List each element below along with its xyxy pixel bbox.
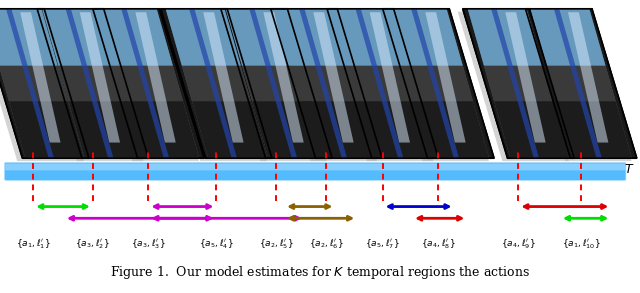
Polygon shape	[98, 9, 199, 157]
Polygon shape	[520, 12, 632, 161]
Polygon shape	[0, 9, 58, 66]
Polygon shape	[221, 9, 332, 158]
Polygon shape	[114, 66, 183, 101]
Polygon shape	[80, 12, 120, 142]
Polygon shape	[166, 9, 241, 66]
Polygon shape	[226, 9, 327, 157]
Polygon shape	[458, 12, 569, 161]
Text: $\{a_5, \ell^{\prime}_7\}$: $\{a_5, \ell^{\prime}_7\}$	[365, 237, 400, 251]
Text: $\{a_4, \ell^{\prime}_8\}$: $\{a_4, \ell^{\prime}_8\}$	[421, 237, 456, 251]
Text: $\{a_1, \ell^{\prime}_{10}\}$: $\{a_1, \ell^{\prime}_{10}\}$	[562, 237, 600, 251]
Polygon shape	[302, 101, 377, 157]
Polygon shape	[42, 9, 117, 66]
FancyBboxPatch shape	[4, 162, 626, 180]
Polygon shape	[314, 12, 354, 142]
Polygon shape	[332, 9, 407, 66]
Polygon shape	[98, 9, 173, 66]
Polygon shape	[327, 9, 438, 158]
Polygon shape	[9, 101, 84, 157]
Polygon shape	[156, 12, 267, 161]
Polygon shape	[468, 9, 569, 157]
Polygon shape	[66, 9, 113, 157]
Polygon shape	[20, 12, 61, 142]
Text: $\{a_3, \ell^{\prime}_2\}$: $\{a_3, \ell^{\prime}_2\}$	[76, 237, 110, 251]
Polygon shape	[494, 101, 569, 157]
Polygon shape	[136, 12, 176, 142]
Polygon shape	[166, 9, 267, 157]
Polygon shape	[252, 101, 327, 157]
Text: $\{a_4, \ell^{\prime}_9\}$: $\{a_4, \ell^{\prime}_9\}$	[501, 237, 536, 251]
Polygon shape	[276, 9, 377, 157]
Polygon shape	[124, 101, 199, 157]
Polygon shape	[292, 66, 361, 101]
Text: $\{a_2, \ell^{\prime}_5\}$: $\{a_2, \ell^{\prime}_5\}$	[259, 237, 294, 251]
Polygon shape	[0, 12, 84, 161]
Polygon shape	[322, 12, 433, 161]
Polygon shape	[122, 9, 169, 157]
Polygon shape	[468, 9, 543, 66]
Polygon shape	[0, 9, 84, 157]
Polygon shape	[264, 12, 304, 142]
Polygon shape	[182, 66, 251, 101]
Polygon shape	[356, 9, 403, 157]
Polygon shape	[531, 9, 605, 66]
Polygon shape	[568, 12, 609, 142]
Polygon shape	[531, 9, 632, 157]
Polygon shape	[525, 9, 637, 158]
Text: $\{a_3, \ell^{\prime}_3\}$: $\{a_3, \ell^{\prime}_3\}$	[131, 237, 166, 251]
Polygon shape	[370, 12, 410, 142]
Text: $\{a_2, \ell^{\prime}_6\}$: $\{a_2, \ell^{\prime}_6\}$	[309, 237, 344, 251]
Polygon shape	[426, 12, 466, 142]
Polygon shape	[58, 66, 127, 101]
Polygon shape	[492, 9, 539, 157]
Polygon shape	[547, 66, 616, 101]
Text: $\{a_1, \ell^{\prime}_1\}$: $\{a_1, \ell^{\prime}_1\}$	[16, 237, 51, 251]
Polygon shape	[378, 12, 489, 161]
Polygon shape	[300, 9, 347, 157]
Polygon shape	[68, 101, 143, 157]
Polygon shape	[189, 9, 237, 157]
Polygon shape	[250, 9, 297, 157]
Text: $T$: $T$	[624, 163, 634, 176]
Polygon shape	[6, 9, 54, 157]
Text: $\{a_5, \ell^{\prime}_4\}$: $\{a_5, \ell^{\prime}_4\}$	[199, 237, 234, 251]
Polygon shape	[484, 66, 553, 101]
Polygon shape	[271, 9, 382, 158]
Polygon shape	[192, 101, 267, 157]
Polygon shape	[463, 9, 574, 158]
Polygon shape	[388, 9, 463, 66]
Polygon shape	[412, 9, 459, 157]
Polygon shape	[358, 101, 433, 157]
Polygon shape	[266, 12, 377, 161]
Polygon shape	[348, 66, 417, 101]
Polygon shape	[242, 66, 311, 101]
Polygon shape	[216, 12, 327, 161]
Polygon shape	[506, 12, 546, 142]
Polygon shape	[37, 9, 148, 158]
Polygon shape	[383, 9, 494, 158]
Polygon shape	[404, 66, 473, 101]
Polygon shape	[276, 9, 351, 66]
Polygon shape	[204, 12, 244, 142]
Polygon shape	[554, 9, 602, 157]
Polygon shape	[161, 9, 272, 158]
Polygon shape	[226, 9, 301, 66]
Polygon shape	[93, 9, 204, 158]
FancyBboxPatch shape	[5, 163, 625, 171]
Polygon shape	[0, 9, 89, 158]
Polygon shape	[88, 12, 199, 161]
Polygon shape	[414, 101, 489, 157]
Polygon shape	[42, 9, 143, 157]
Polygon shape	[388, 9, 489, 157]
Polygon shape	[32, 12, 143, 161]
Polygon shape	[332, 9, 433, 157]
Text: Figure 1.  Our model estimates for $K$ temporal regions the actions: Figure 1. Our model estimates for $K$ te…	[110, 264, 530, 281]
Polygon shape	[557, 101, 632, 157]
Polygon shape	[0, 66, 68, 101]
